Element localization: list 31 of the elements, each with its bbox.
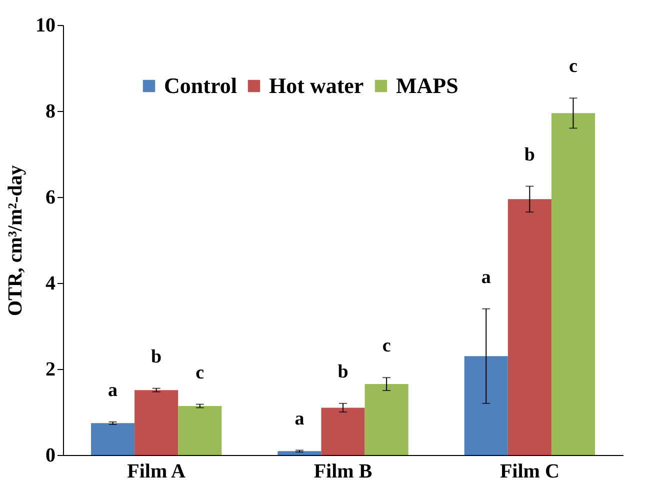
bar xyxy=(464,356,508,455)
x-tick-label: Film B xyxy=(314,460,372,482)
y-tick-label: 4 xyxy=(46,272,56,294)
x-tick-label: Film C xyxy=(500,460,560,482)
bar xyxy=(321,408,365,455)
annotation: a xyxy=(481,266,492,288)
annotation: a xyxy=(108,380,118,401)
legend-label: Hot water xyxy=(269,73,364,98)
legend-label: MAPS xyxy=(396,73,458,98)
annotation: a xyxy=(294,408,305,430)
annotation: b xyxy=(524,144,535,166)
bar xyxy=(134,390,178,455)
bar xyxy=(178,406,222,455)
y-tick-label: 0 xyxy=(46,444,56,466)
y-tick-label: 2 xyxy=(46,358,56,380)
annotation: b xyxy=(338,361,348,382)
annotation: c xyxy=(382,336,391,357)
y-tick-label: 8 xyxy=(46,100,56,122)
annotation: b xyxy=(151,346,162,368)
bar xyxy=(508,199,552,455)
x-tick-label: Film A xyxy=(127,460,186,482)
bar xyxy=(278,451,322,455)
bar xyxy=(551,113,595,455)
bar xyxy=(91,423,135,455)
annotation: c xyxy=(196,362,204,384)
legend-label: Control xyxy=(164,73,237,98)
annotation: c xyxy=(569,56,578,78)
bar xyxy=(364,384,408,455)
y-tick-label: 6 xyxy=(46,186,56,208)
y-axis-title: OTR, cm³/m²-day xyxy=(4,165,26,316)
y-tick-label: 10 xyxy=(36,14,56,36)
